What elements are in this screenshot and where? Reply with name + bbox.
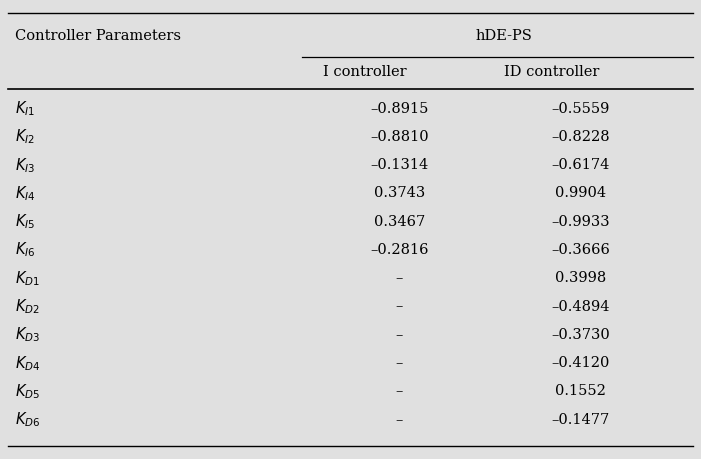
Text: –: – xyxy=(395,300,403,313)
Text: hDE-PS: hDE-PS xyxy=(476,28,533,43)
Text: $K_{D3}$: $K_{D3}$ xyxy=(15,325,41,344)
Text: –0.1477: –0.1477 xyxy=(552,413,610,427)
Text: 0.3467: 0.3467 xyxy=(374,215,425,229)
Text: –0.5559: –0.5559 xyxy=(552,101,610,116)
Text: –0.8228: –0.8228 xyxy=(552,130,611,144)
Text: –0.3666: –0.3666 xyxy=(552,243,611,257)
Text: $K_{D1}$: $K_{D1}$ xyxy=(15,269,41,288)
Text: 0.3743: 0.3743 xyxy=(374,186,425,201)
Text: –0.4120: –0.4120 xyxy=(552,356,610,370)
Text: $K_{D5}$: $K_{D5}$ xyxy=(15,382,41,401)
Text: –0.9933: –0.9933 xyxy=(552,215,611,229)
Text: $K_{I6}$: $K_{I6}$ xyxy=(15,241,36,259)
Text: –0.4894: –0.4894 xyxy=(552,300,610,313)
Text: $K_{I5}$: $K_{I5}$ xyxy=(15,213,36,231)
Text: Controller Parameters: Controller Parameters xyxy=(15,28,182,43)
Text: –0.6174: –0.6174 xyxy=(552,158,610,172)
Text: –: – xyxy=(395,385,403,398)
Text: –: – xyxy=(395,328,403,342)
Text: $K_{D6}$: $K_{D6}$ xyxy=(15,410,41,429)
Text: $K_{D2}$: $K_{D2}$ xyxy=(15,297,40,316)
Text: –0.3730: –0.3730 xyxy=(552,328,611,342)
Text: $K_{I2}$: $K_{I2}$ xyxy=(15,128,35,146)
Text: –0.8915: –0.8915 xyxy=(370,101,428,116)
Text: 0.1552: 0.1552 xyxy=(555,385,606,398)
Text: –0.8810: –0.8810 xyxy=(370,130,429,144)
Text: $K_{I1}$: $K_{I1}$ xyxy=(15,99,36,118)
Text: ID controller: ID controller xyxy=(504,65,599,79)
Text: 0.3998: 0.3998 xyxy=(555,271,606,285)
Text: $K_{D4}$: $K_{D4}$ xyxy=(15,354,41,373)
Text: I controller: I controller xyxy=(322,65,406,79)
Text: 0.9904: 0.9904 xyxy=(555,186,606,201)
Text: $K_{I3}$: $K_{I3}$ xyxy=(15,156,36,174)
Text: –0.2816: –0.2816 xyxy=(370,243,428,257)
Text: –: – xyxy=(395,356,403,370)
Text: –: – xyxy=(395,271,403,285)
Text: –0.1314: –0.1314 xyxy=(370,158,428,172)
Text: –: – xyxy=(395,413,403,427)
Text: $K_{I4}$: $K_{I4}$ xyxy=(15,184,36,203)
